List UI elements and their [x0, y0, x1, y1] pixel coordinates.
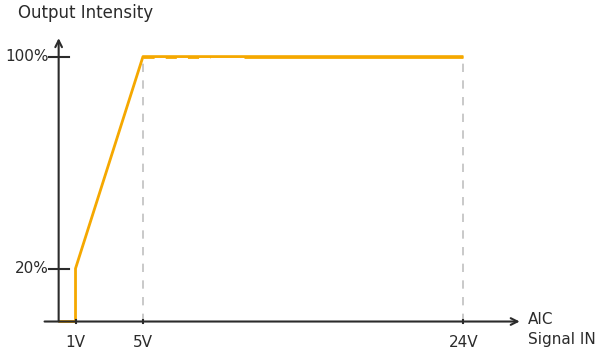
Text: 24V: 24V [448, 335, 478, 350]
Text: Output Intensity: Output Intensity [18, 4, 153, 22]
Text: 100%: 100% [5, 49, 48, 64]
Text: 1V: 1V [66, 335, 86, 350]
Text: AIC
Signal IN: AIC Signal IN [527, 312, 595, 347]
Text: 20%: 20% [15, 261, 48, 276]
Text: 5V: 5V [133, 335, 153, 350]
